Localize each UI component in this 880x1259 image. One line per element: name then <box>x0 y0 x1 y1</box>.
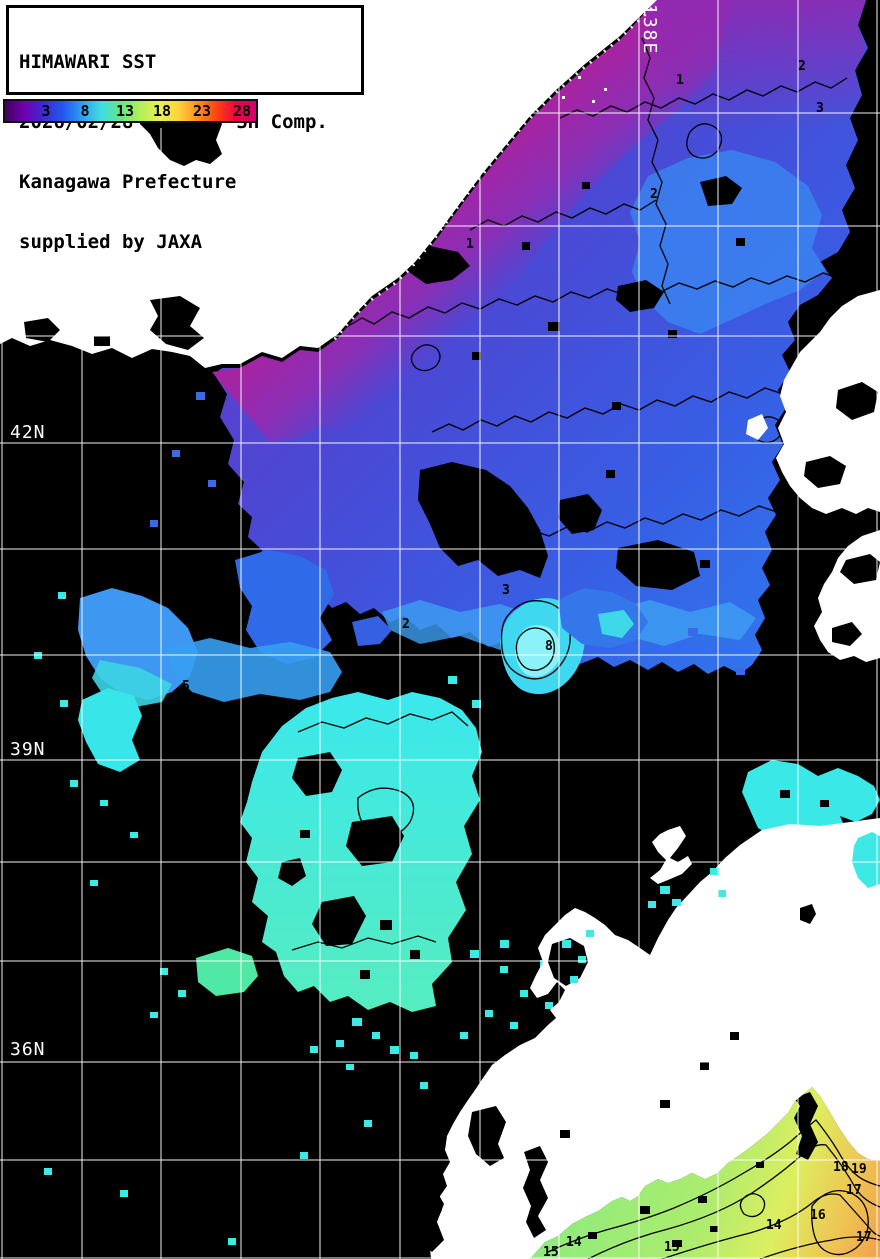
island-sado <box>650 826 692 884</box>
contour-label: 1 <box>466 237 474 252</box>
contour-label: 1 <box>676 73 684 88</box>
contour-label: 19 <box>851 1162 867 1177</box>
contour-label: 3 <box>502 583 510 598</box>
cyan-bay-inlet <box>852 832 880 888</box>
info-title: HIMAWARI SST <box>19 51 157 73</box>
contour-label: 2 <box>650 187 658 202</box>
colorbar-tick: 28 <box>232 102 252 120</box>
lat-label-42n: 42N <box>10 422 46 443</box>
contour-label: 14 <box>766 1218 782 1233</box>
island-small <box>746 414 768 440</box>
land-honshu <box>430 818 880 1259</box>
contour-label: 5 <box>182 679 190 694</box>
sst-field-warm <box>530 1087 880 1259</box>
lon-label-138e: 138E <box>639 4 660 56</box>
colorbar-tick: 23 <box>192 102 212 120</box>
colorbar-tick: 3 <box>41 102 51 120</box>
sst-patches-mid <box>78 392 880 840</box>
contour-label: 2 <box>402 617 410 632</box>
colorbar-tick: 13 <box>115 102 135 120</box>
contour-label: 17 <box>856 1230 872 1245</box>
sst-colorbar: 3 8 13 18 23 28 <box>3 99 258 123</box>
contour-label: 8 <box>545 639 553 654</box>
info-box: HIMAWARI SST 2026/02/28 17(UTC) 3H Comp.… <box>6 5 364 252</box>
sst-cyan-mass <box>34 592 668 1245</box>
sst-field-north <box>212 0 868 695</box>
info-credit: supplied by JAXA <box>19 231 203 253</box>
contour-label: 15 <box>543 1245 559 1259</box>
contour-label: 14 <box>566 1235 582 1250</box>
contour-label: 2 <box>798 59 806 74</box>
lat-label-36n: 36N <box>10 1039 46 1060</box>
land-hokkaido <box>776 290 880 514</box>
contour-label: 16 <box>810 1208 826 1223</box>
colorbar-tick: 18 <box>152 102 172 120</box>
lat-label-39n: 39N <box>10 739 46 760</box>
contour-label: 3 <box>816 101 824 116</box>
contour-label: 15 <box>664 1240 680 1255</box>
contour-label: 0 <box>841 285 849 300</box>
info-region: Kanagawa Prefecture <box>19 171 237 193</box>
contour-label: 17 <box>846 1183 862 1198</box>
contour-label: 18 <box>833 1160 849 1175</box>
coast-speckles <box>332 6 654 341</box>
colorbar-tick: 8 <box>80 102 90 120</box>
